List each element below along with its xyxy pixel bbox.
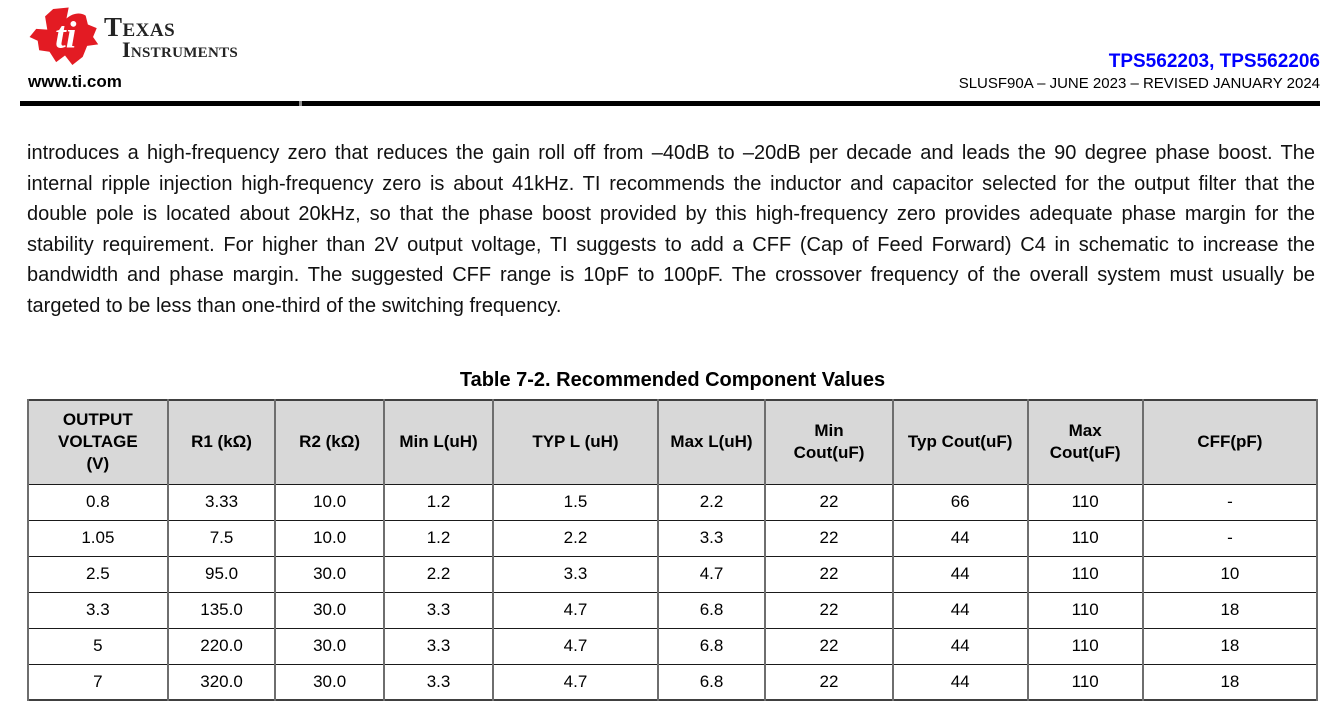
table-cell: 1.2 — [382, 519, 495, 557]
table-cell: 3.33 — [166, 483, 277, 521]
table-cell: 6.8 — [656, 627, 767, 665]
table-cell: - — [1141, 519, 1319, 557]
table-cell: 30.0 — [274, 555, 385, 593]
table-cell: 95.0 — [166, 555, 277, 593]
column-header-cff: CFF(pF) — [1141, 399, 1319, 485]
table-cell: 10.0 — [274, 519, 385, 557]
column-header-max-l: Max L(uH) — [656, 399, 767, 485]
table-cell: 22 — [764, 663, 894, 701]
table-cell: 22 — [764, 519, 894, 557]
table-cell: 320.0 — [166, 663, 277, 701]
table-cell: 30.0 — [274, 627, 385, 665]
table-cell: 135.0 — [166, 591, 277, 629]
brand-texas: Texas — [104, 12, 176, 42]
table-cell: 1.5 — [492, 483, 659, 521]
page-header: ti Texas Instruments www.ti.com TPS56220… — [0, 0, 1341, 110]
table-cell: 220.0 — [166, 627, 277, 665]
column-header-typ-cout: Typ Cout(uF) — [891, 399, 1029, 485]
table-cell: 44 — [891, 627, 1029, 665]
table-cell: 44 — [891, 555, 1029, 593]
doc-revision: SLUSF90A – JUNE 2023 – REVISED JANUARY 2… — [958, 75, 1320, 92]
part-numbers-link[interactable]: TPS562203, TPS562206 — [1108, 51, 1320, 72]
table-cell: 3.3 — [382, 627, 495, 665]
table-cell: 44 — [891, 663, 1029, 701]
table-cell: 4.7 — [656, 555, 767, 593]
table-cell: 4.7 — [492, 663, 659, 701]
body-paragraph: introduces a high-frequency zero that re… — [27, 142, 1315, 317]
brand-instruments: Instruments — [122, 37, 239, 62]
table-cell: 3.3 — [492, 555, 659, 593]
table-cell: 66 — [891, 483, 1029, 521]
table-row: 1.05 7.5 10.0 1.2 2.2 3.3 22 44 110 - — [27, 519, 1319, 557]
table-cell: 110 — [1026, 519, 1144, 557]
table-cell: 3.3 — [382, 591, 495, 629]
column-header-min-cout: Min Cout(uF) — [764, 399, 894, 485]
table-cell: 10.0 — [274, 483, 385, 521]
table-cell: 6.8 — [656, 663, 767, 701]
brand-wordmark: Texas Instruments — [104, 12, 239, 62]
table-cell: 44 — [891, 591, 1029, 629]
table-cell: 2.2 — [492, 519, 659, 557]
table-cell: 2.5 — [27, 555, 169, 593]
table-cell: 7 — [27, 663, 169, 701]
table-cell: 22 — [764, 555, 894, 593]
table-cell: 30.0 — [274, 591, 385, 629]
table-row: 7 320.0 30.0 3.3 4.7 6.8 22 44 110 18 — [27, 663, 1319, 701]
header-row: OUTPUT VOLTAGE (V) R1 (kΩ) R2 (kΩ) Min L… — [27, 399, 1319, 485]
table-cell: 7.5 — [166, 519, 277, 557]
table-cell: 22 — [764, 591, 894, 629]
table-cell: 10 — [1141, 555, 1319, 593]
table-cell: - — [1141, 483, 1319, 521]
table-cell: 110 — [1026, 591, 1144, 629]
column-header-typ-l: TYP L (uH) — [492, 399, 659, 485]
column-header-output-voltage: OUTPUT VOLTAGE (V) — [27, 399, 169, 485]
table-cell: 3.3 — [656, 519, 767, 557]
column-header-r1: R1 (kΩ) — [166, 399, 277, 485]
table-cell: 110 — [1026, 555, 1144, 593]
table-row: 3.3 135.0 30.0 3.3 4.7 6.8 22 44 110 18 — [27, 591, 1319, 629]
table-cell: 18 — [1141, 663, 1319, 701]
table-cell: 110 — [1026, 663, 1144, 701]
column-header-max-cout: Max Cout(uF) — [1026, 399, 1144, 485]
table-cell: 6.8 — [656, 591, 767, 629]
table-cell: 4.7 — [492, 627, 659, 665]
table-cell: 18 — [1141, 627, 1319, 665]
header-rule — [20, 101, 1320, 106]
table-cell: 44 — [891, 519, 1029, 557]
table-cell: 1.2 — [382, 483, 495, 521]
table-cell: 18 — [1141, 591, 1319, 629]
table-cell: 3.3 — [27, 591, 169, 629]
component-table: OUTPUT VOLTAGE (V) R1 (kΩ) R2 (kΩ) Min L… — [27, 399, 1319, 701]
table-cell: 110 — [1026, 483, 1144, 521]
table-cell: 4.7 — [492, 591, 659, 629]
table-cell: 22 — [764, 627, 894, 665]
table-cell: 1.05 — [27, 519, 169, 557]
table-cell: 110 — [1026, 627, 1144, 665]
table-title: Table 7-2. Recommended Component Values — [459, 369, 886, 391]
website-link[interactable]: www.ti.com — [28, 72, 122, 91]
header-rule-gap — [299, 101, 302, 106]
table-row: 0.8 3.33 10.0 1.2 1.5 2.2 22 66 110 - — [27, 483, 1319, 521]
table-cell: 2.2 — [382, 555, 495, 593]
table-cell: 2.2 — [656, 483, 767, 521]
table-cell: 3.3 — [382, 663, 495, 701]
table-cell: 0.8 — [27, 483, 169, 521]
table-cell: 5 — [27, 627, 169, 665]
svg-text:ti: ti — [55, 14, 77, 56]
column-header-r2: R2 (kΩ) — [274, 399, 385, 485]
column-header-min-l: Min L(uH) — [382, 399, 495, 485]
table-cell: 30.0 — [274, 663, 385, 701]
table-cell: 22 — [764, 483, 894, 521]
ti-logo-icon: ti — [28, 6, 102, 73]
table-row: 5 220.0 30.0 3.3 4.7 6.8 22 44 110 18 — [27, 627, 1319, 665]
table-row: 2.5 95.0 30.0 2.2 3.3 4.7 22 44 110 10 — [27, 555, 1319, 593]
